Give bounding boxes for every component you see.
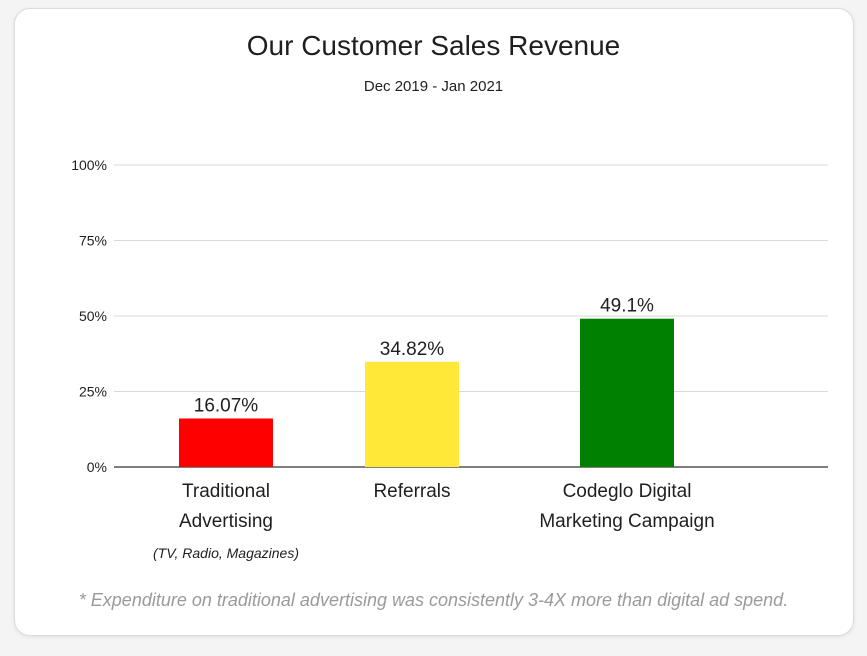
y-tick-label: 0% <box>87 459 107 475</box>
chart-title: Our Customer Sales Revenue <box>246 30 621 61</box>
data-label: 49.1% <box>600 296 654 317</box>
bar <box>179 418 273 467</box>
x-tick-label: Advertising <box>179 511 273 532</box>
bar <box>365 361 459 467</box>
chart-card <box>14 8 854 636</box>
x-tick-label: Traditional <box>182 481 270 502</box>
y-tick-label: 75% <box>79 233 107 249</box>
x-tick-label: Marketing Campaign <box>539 511 714 532</box>
data-label: 34.82% <box>380 339 445 360</box>
bar <box>580 318 674 467</box>
y-tick-label: 100% <box>71 157 107 173</box>
x-tick-label: Referrals <box>373 481 450 502</box>
data-label: 16.07% <box>194 395 259 416</box>
x-tick-sublabel: (TV, Radio, Magazines) <box>153 545 299 561</box>
footnote: * Expenditure on traditional advertising… <box>78 590 789 610</box>
x-tick-label: Codeglo Digital <box>563 481 692 502</box>
y-tick-label: 25% <box>79 384 107 400</box>
chart-subtitle: Dec 2019 - Jan 2021 <box>363 78 504 95</box>
y-tick-label: 50% <box>79 308 107 324</box>
